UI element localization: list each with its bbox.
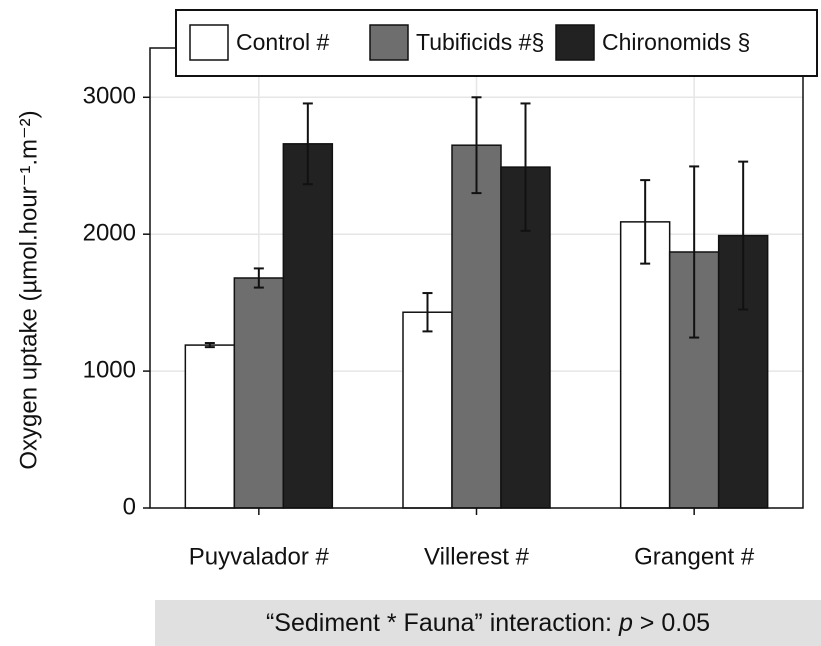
legend-swatch [369, 24, 409, 61]
error-bar [520, 102, 531, 232]
x-tick-label: Villerest # [424, 543, 530, 570]
y-axis-label: Oxygen uptake (µmol.hour⁻¹.m⁻²) [15, 110, 42, 469]
y-tick-label: 0 [123, 493, 136, 520]
error-bar [204, 342, 215, 349]
bar [184, 344, 236, 509]
legend-swatch [555, 24, 595, 61]
bar [402, 311, 453, 509]
bar [451, 144, 502, 509]
error-bar [253, 267, 264, 289]
legend-label: Control # [236, 29, 330, 55]
error-bar [689, 165, 700, 339]
annotation: “Sediment * Fauna” interaction: p > 0.05 [266, 609, 710, 637]
legend-label: Chironomids § [602, 29, 750, 55]
error-bar [422, 292, 433, 333]
annotation-text: p [618, 609, 633, 637]
y-tick-label: 2000 [83, 220, 136, 247]
annotation-text: “Sediment * Fauna” interaction: [266, 609, 619, 637]
legend-box [175, 9, 818, 77]
legend: Control # Tubificids #§ Chironomids § [175, 9, 818, 77]
x-tick-label: Puyvalador # [189, 543, 330, 570]
legend-label: Tubificids #§ [416, 29, 544, 55]
x-tick-label: Grangent # [634, 543, 755, 570]
annotation-text: > 0.05 [633, 609, 710, 637]
bar [619, 221, 671, 509]
bar [282, 143, 334, 509]
y-tick-label: 1000 [83, 356, 136, 383]
error-bar [738, 160, 749, 311]
error-bar [471, 96, 482, 195]
annotation-box [155, 600, 821, 646]
error-bar [640, 179, 651, 265]
error-bar [302, 102, 313, 186]
y-tick-label: 3000 [83, 83, 136, 110]
legend-swatch [189, 24, 229, 61]
bar [233, 277, 285, 509]
